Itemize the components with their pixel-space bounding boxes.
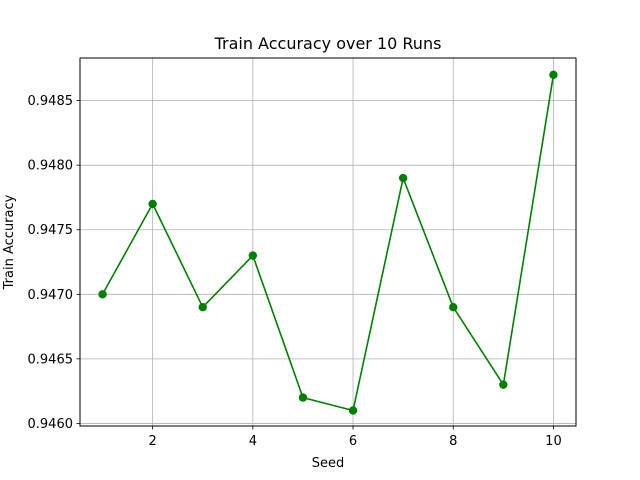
data-point	[248, 251, 258, 260]
series-line	[101, 74, 555, 412]
plot-frame	[79, 57, 577, 427]
y-tick-label: 0.9460	[28, 417, 74, 432]
data-point	[499, 380, 508, 389]
axes-ticks: 2 4 6 8 10 0.9460 0.9465 0.9470 0.9475 0.9480 0.94…	[28, 94, 562, 449]
y-tick-label: 0.9475	[28, 223, 74, 238]
chart-title: Train Accuracy over 10 Runs	[214, 34, 442, 53]
x-tick-label: 6	[349, 434, 357, 449]
y-tick-label: 0.9465	[28, 352, 74, 367]
x-tick-label: 2	[149, 434, 157, 449]
x-tick-label: 4	[249, 434, 257, 449]
series	[98, 70, 558, 415]
data-point	[549, 70, 558, 79]
y-tick-label: 0.9485	[28, 94, 74, 109]
y-axis-label: Train Accuracy	[2, 194, 17, 290]
x-tick-label: 8	[449, 434, 457, 449]
data-point	[98, 290, 107, 299]
data-point	[298, 393, 308, 402]
data-point	[198, 303, 207, 312]
data-point	[348, 406, 358, 415]
x-tick-label: 10	[545, 434, 562, 449]
y-tick-label: 0.9480	[28, 159, 74, 174]
data-point	[449, 303, 458, 312]
x-axis-label: Seed	[312, 456, 345, 471]
grid	[80, 58, 576, 426]
data-point	[398, 173, 408, 183]
data-point	[148, 199, 157, 209]
y-tick-label: 0.9470	[28, 288, 74, 303]
